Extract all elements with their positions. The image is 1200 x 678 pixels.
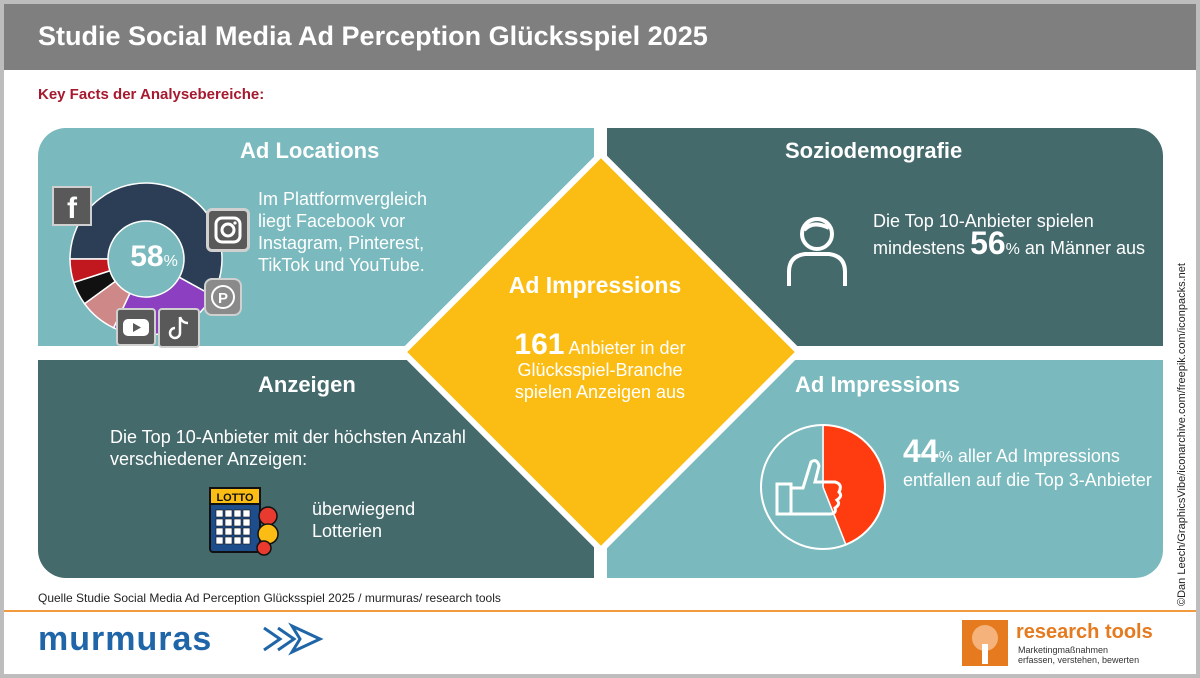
anzeigen-title: Anzeigen [258,372,356,397]
ad-impressions-right-text: 44% aller Ad Impressions entfallen auf d… [903,433,1152,490]
murmuras-arrow-icon [263,622,324,656]
svg-text:f: f [67,192,78,224]
ad-impressions-right-title: Ad Impressions [795,372,961,397]
ad-locations-title: Ad Locations [240,138,380,163]
facebook-icon: f [52,186,92,226]
ad-locations-text: Im Plattformvergleich liegt Facebook vor… [258,189,428,275]
ad-impressions-center-text: 161 Anbieter in der Glücksspiel-Branche … [514,328,686,403]
youtube-icon [116,308,156,346]
donut-slice-youtube [69,258,111,284]
section-subtitle: Key Facts der Analysebereiche: [38,86,265,103]
research-tools-name: research tools [1016,621,1153,643]
center-diamond [401,152,801,552]
anzeigen-text: Die Top 10-Anbieter mit der höchsten Anz… [110,427,466,469]
pinterest-icon: P [204,278,242,316]
soziodemografie-text: Die Top 10-Anbieter spielen mindestens 5… [873,211,1145,261]
source-note: Quelle Studie Social Media Ad Perception… [38,591,501,605]
svg-text:LOTTO: LOTTO [216,492,254,504]
research-tools-tagline: Marketingmaßnahmen erfassen, verstehen, … [1018,645,1140,665]
ad-locations-percent: 58% [130,240,178,273]
ad-impressions-center-value: 161 [514,328,565,361]
research-tools-logo-icon [962,620,1008,666]
lotto-ticket-icon: LOTTO [209,487,279,556]
murmuras-logo: murmuras [38,620,213,658]
svg-text:P: P [218,290,228,307]
tiktok-icon [158,308,200,348]
person-icon [787,217,847,286]
ad-impressions-right-value: 44 [903,433,939,469]
impressions-pie-chart [760,424,886,550]
footer-divider [4,610,1196,612]
image-credit: ©Dan Leech/GraphicsVibe/iconarchive.com/… [1176,263,1188,606]
anzeigen-result: überwiegend Lotterien [312,499,416,541]
donut-slice-facebook [69,182,223,297]
ad-impressions-center-title: Ad Impressions [508,272,682,298]
pie-outline [760,424,886,550]
header-bar: Studie Social Media Ad Perception Glücks… [4,4,1196,70]
page-title: Studie Social Media Ad Perception Glücks… [38,21,708,51]
soziodemografie-value: 56 [970,225,1006,261]
thumbs-up-icon [775,459,843,516]
soziodemografie-title: Soziodemografie [785,138,963,163]
instagram-icon [206,208,250,252]
